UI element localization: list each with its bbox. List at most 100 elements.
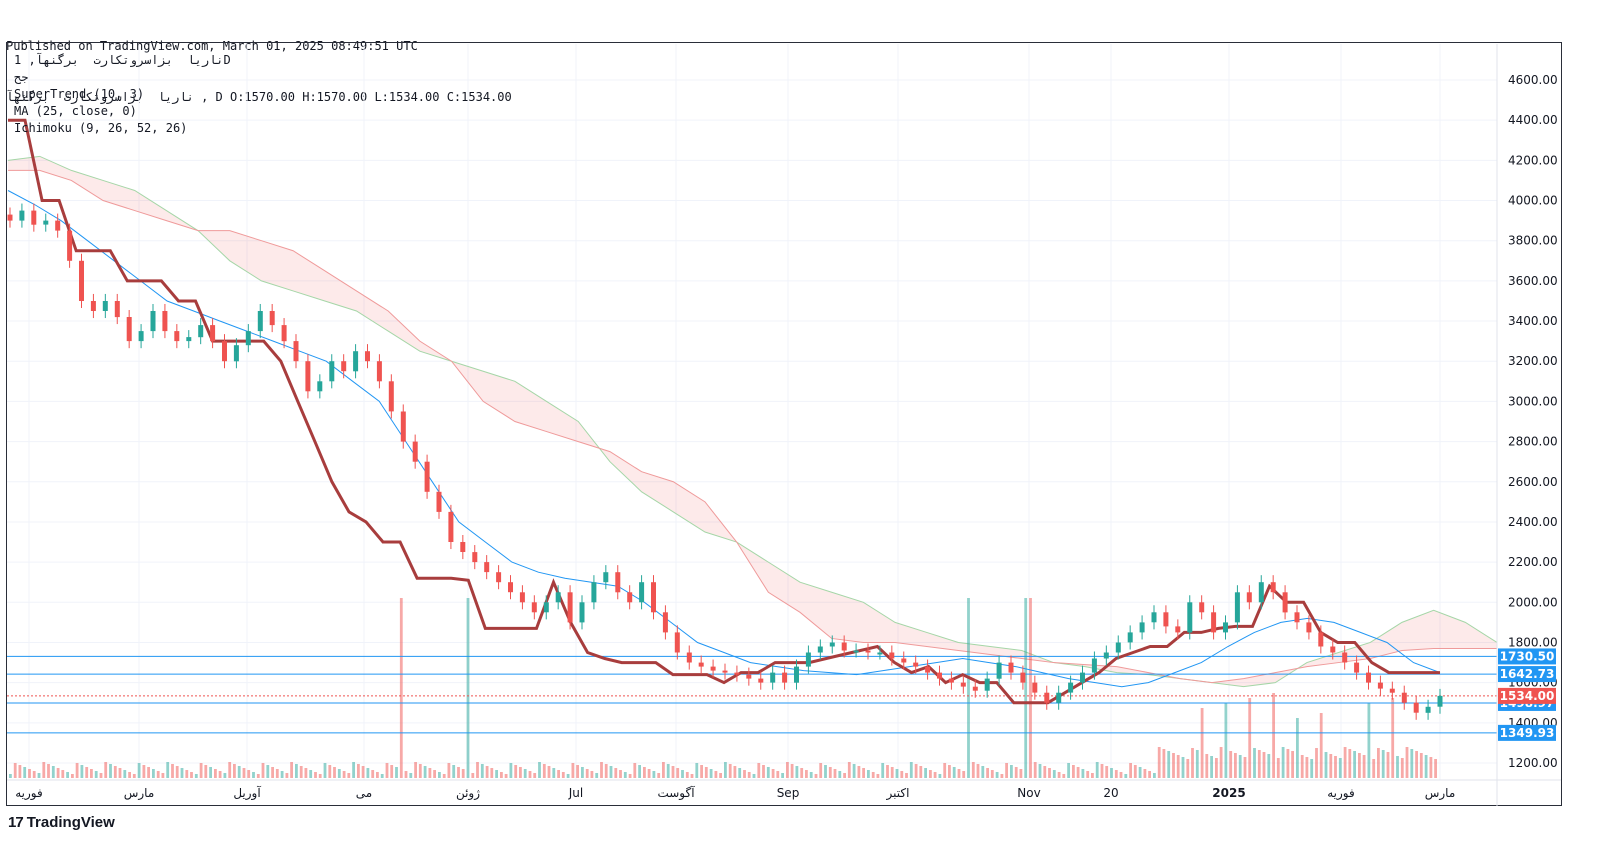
- volume-bar: [876, 774, 880, 778]
- volume-bar: [1429, 757, 1433, 778]
- volume-bar: [700, 765, 703, 778]
- volume-bar: [1124, 774, 1128, 778]
- candle-body: [186, 337, 192, 342]
- volume-bar: [80, 765, 84, 778]
- candle-body: [1425, 706, 1431, 713]
- candle-body: [865, 650, 871, 653]
- volume-bar: [886, 765, 889, 778]
- volume-bar: [452, 765, 456, 778]
- volume-bar: [209, 767, 212, 778]
- volume-bar: [714, 771, 718, 778]
- volume-bar: [280, 771, 284, 778]
- legend-ma[interactable]: MA (25, close, 0): [14, 104, 137, 118]
- volume-bar: [771, 769, 775, 778]
- volume-bar: [914, 764, 918, 778]
- chart-frame[interactable]: [6, 42, 1562, 806]
- volume-bar: [28, 769, 31, 778]
- candle-body: [1211, 612, 1217, 633]
- time-axis-label: فوریه: [1327, 786, 1355, 801]
- time-axis: فوریه مارس آوریل می ژوئن Jul آگوست Sep اکتبر Nov 2…: [7, 779, 1561, 801]
- grid-lines: [7, 44, 1497, 780]
- volume-bar: [1372, 759, 1376, 778]
- volume-bar: [1210, 756, 1213, 778]
- volume-bar: [662, 762, 665, 778]
- volume-bar: [929, 770, 932, 778]
- candle-body: [424, 461, 430, 492]
- volume-bar: [461, 769, 465, 778]
- volume-bar: [957, 769, 961, 778]
- volume-bar: [47, 764, 50, 778]
- volume-bar: [905, 773, 908, 778]
- level-tag-bg: [1498, 666, 1556, 683]
- tradingview-logo[interactable]: 17 TradingView: [8, 814, 115, 831]
- candle-body: [639, 582, 645, 603]
- candle-body: [937, 672, 942, 679]
- volume-bar: [1014, 767, 1018, 778]
- volume-bar: [552, 768, 556, 778]
- volume-bar: [247, 770, 251, 778]
- volume-bar: [90, 769, 93, 778]
- time-axis-label: آوریل: [233, 785, 261, 801]
- volume-bar: [299, 766, 303, 778]
- volume-bar: [1224, 703, 1228, 778]
- candle-body: [1306, 622, 1312, 633]
- volume-bar: [500, 772, 503, 778]
- volume-bar: [328, 765, 332, 778]
- volume-bar: [175, 766, 179, 778]
- volume-bar: [104, 762, 108, 778]
- candle-body: [1008, 662, 1014, 673]
- volume-bar: [1000, 774, 1004, 778]
- time-axis-label: فوریه: [15, 786, 43, 801]
- volume-bar: [814, 774, 818, 778]
- candle-body: [436, 491, 442, 512]
- ichimoku-span-a: [7, 155, 1498, 688]
- candle-body: [1080, 672, 1085, 683]
- candle-body: [472, 552, 478, 563]
- volume-bar: [228, 762, 232, 778]
- legend-title[interactable]: ناریا بزاسروتکارت برگنهآ, 1D: [14, 53, 231, 67]
- candle-body: [1282, 592, 1288, 613]
- volume-bar: [738, 768, 742, 778]
- volume-bar: [132, 774, 136, 778]
- volume-bar: [1038, 764, 1042, 778]
- volume-bar: [704, 767, 708, 778]
- candle-body: [126, 317, 132, 342]
- volume-bar: [1219, 747, 1223, 778]
- volume-bar: [843, 773, 846, 778]
- volume-bar: [390, 765, 394, 778]
- volume-bar: [614, 768, 618, 778]
- candle-body: [293, 341, 299, 362]
- volume-bar: [414, 762, 417, 778]
- candle-body: [281, 325, 287, 342]
- volume-bar: [1315, 748, 1318, 778]
- candle-body: [1103, 652, 1109, 659]
- legend-ichimoku[interactable]: Ichimoku (9, 26, 52, 26): [14, 121, 188, 135]
- volume-bar: [447, 763, 451, 778]
- volume-bar: [1129, 763, 1132, 778]
- volume-bar: [1176, 755, 1180, 778]
- volume-bar: [204, 765, 208, 778]
- time-axis-label: 2025: [1212, 786, 1245, 800]
- volume-bar: [357, 764, 360, 778]
- candle-body: [508, 582, 513, 593]
- volume-bar: [18, 765, 22, 778]
- volume-bar: [380, 774, 384, 778]
- indicator-legend: ناریا بزاسروتکارت برگنهآ, 1D جح SuperTre…: [14, 52, 231, 137]
- candle-body: [984, 678, 990, 691]
- volume-bar: [1329, 754, 1333, 778]
- volume-bar: [161, 773, 165, 778]
- volume-bar: [13, 763, 17, 778]
- legend-supertrend[interactable]: SuperTrend (10, 3): [14, 87, 145, 101]
- volume-bar: [1191, 748, 1194, 778]
- volume-bar: [171, 764, 174, 778]
- volume-bar: [533, 773, 537, 778]
- tradingview-logo-text: TradingView: [26, 814, 115, 831]
- time-axis-label: می: [356, 786, 372, 800]
- volume-bar: [285, 773, 289, 778]
- ichimoku-cloud: [7, 155, 1498, 688]
- volume-bar: [32, 771, 36, 778]
- candle-body: [746, 674, 752, 679]
- volume-bar: [352, 762, 355, 778]
- volume-bar: [728, 764, 732, 778]
